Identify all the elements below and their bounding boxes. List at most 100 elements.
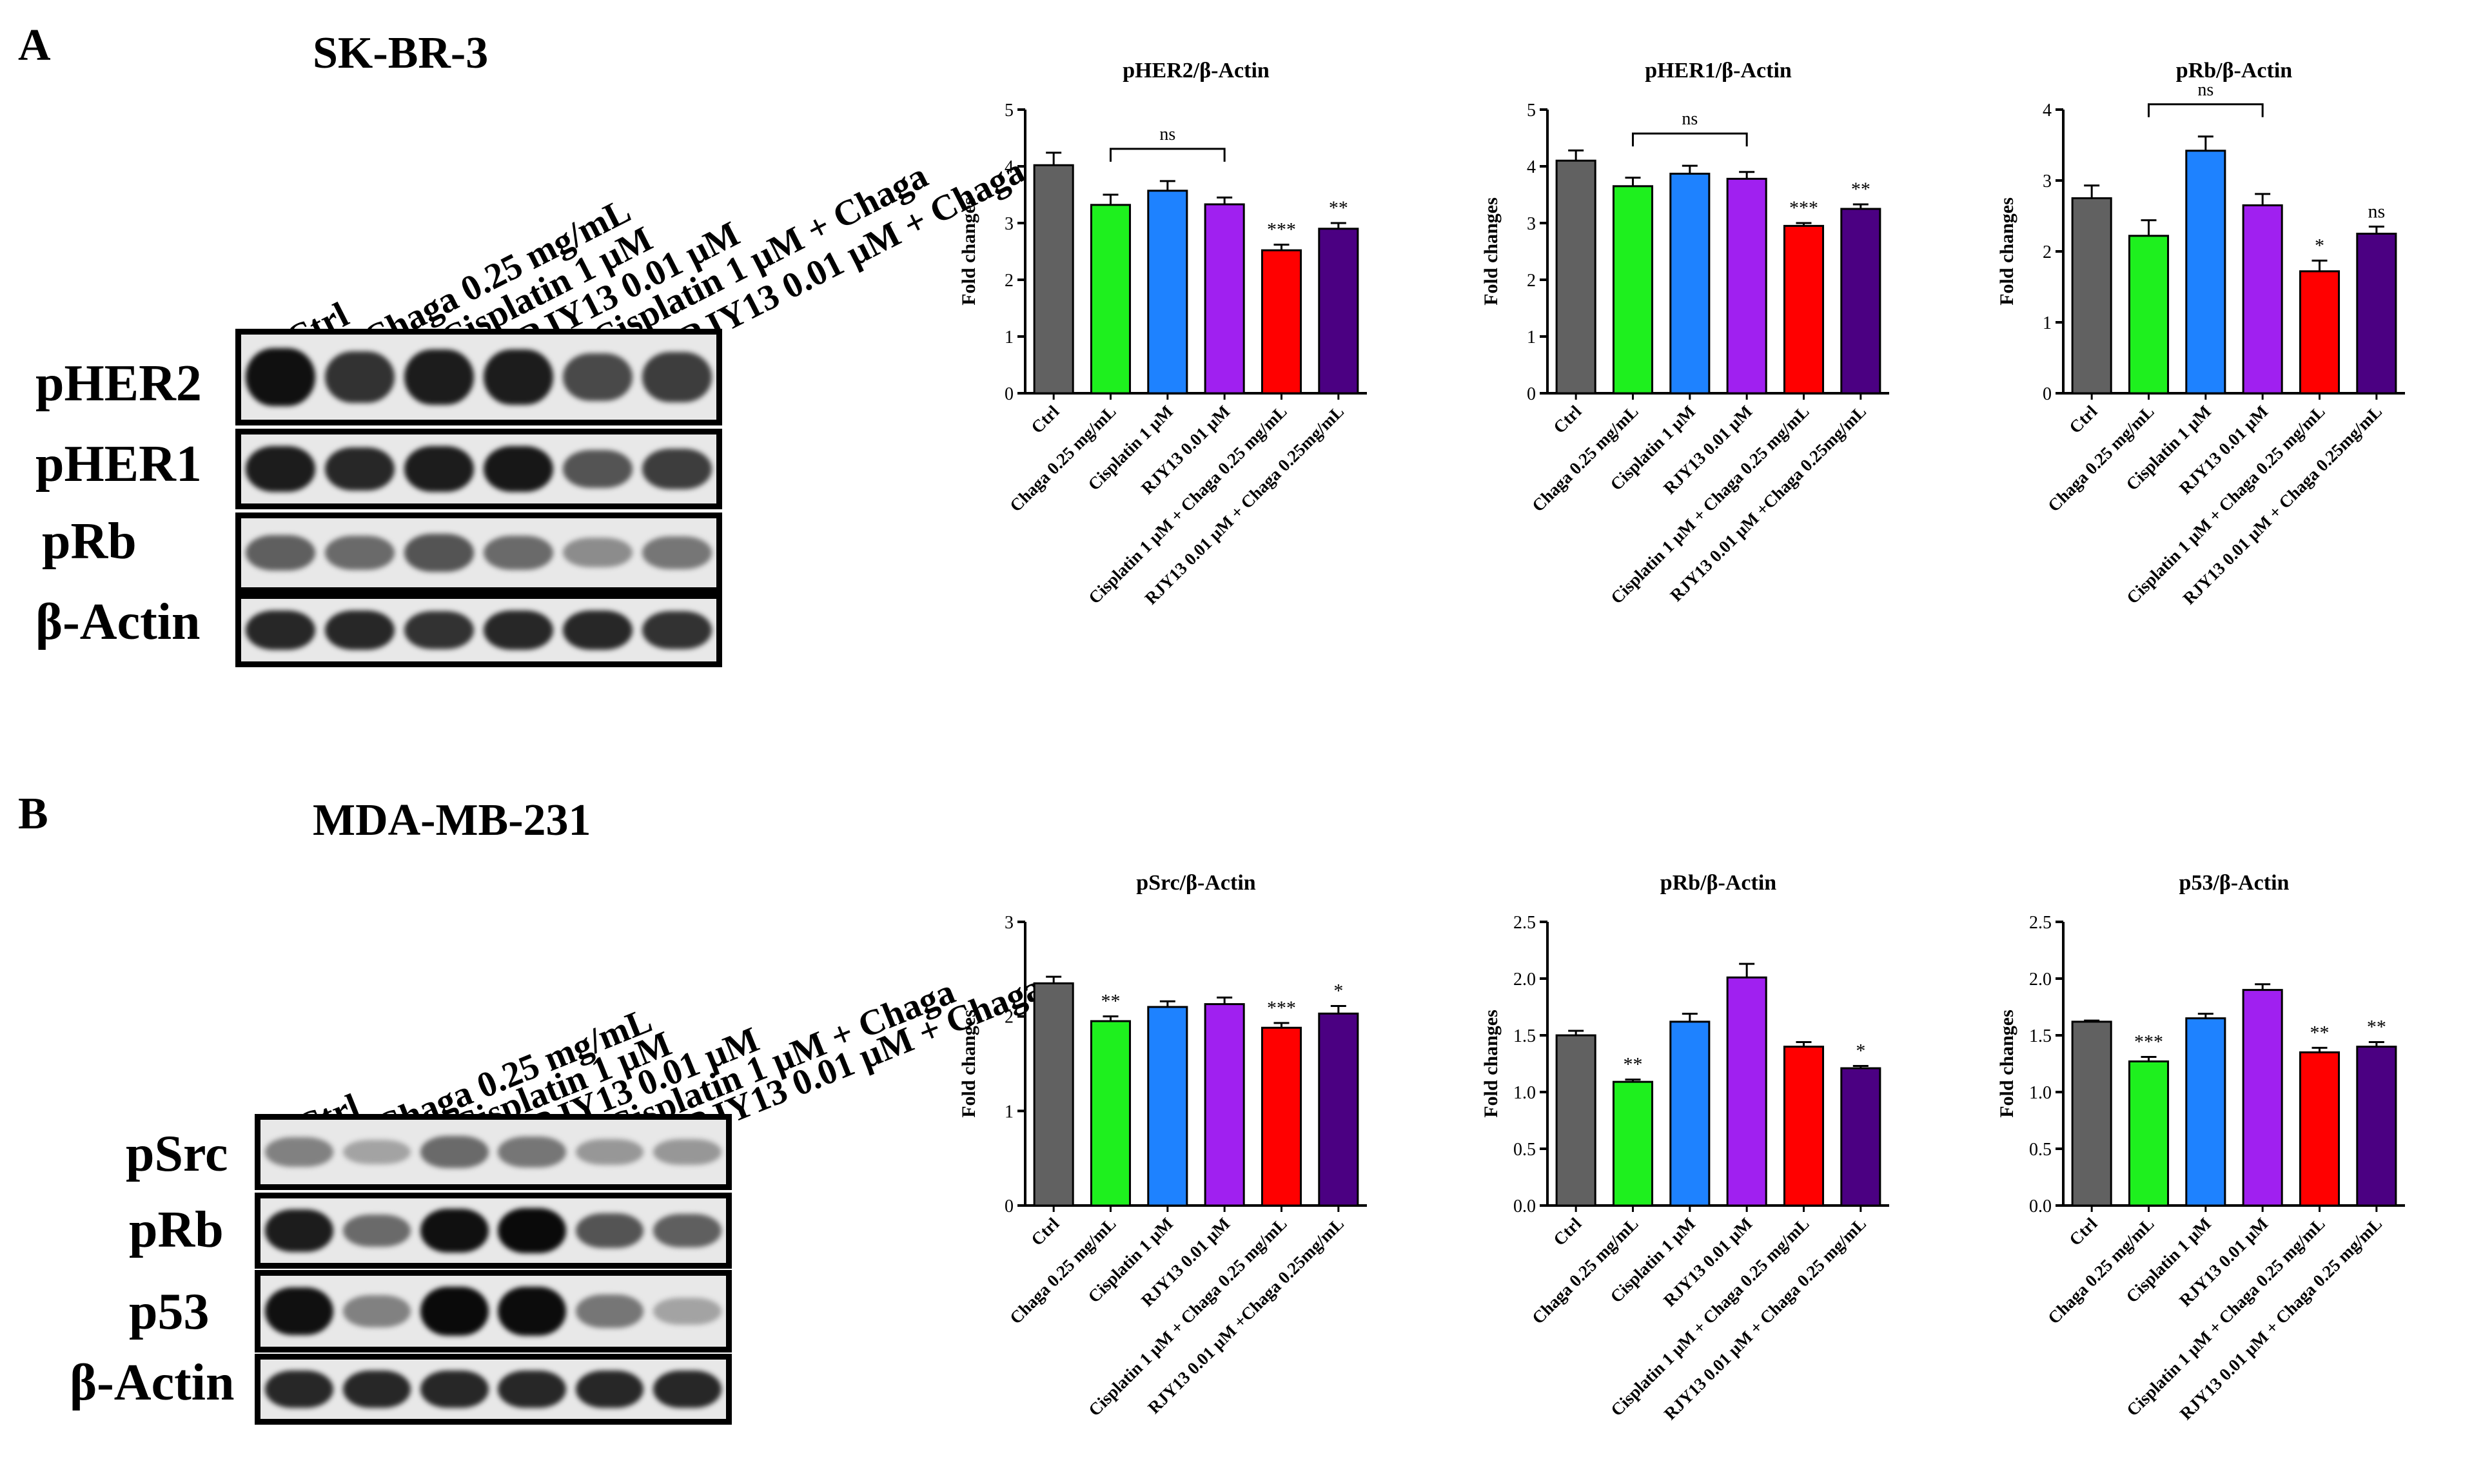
- significance-label: ***: [1267, 997, 1296, 1019]
- blot-band: [575, 1370, 644, 1409]
- x-tick-label: RJY13 0.01 µM + Chaga 0.25mg/mL: [1141, 402, 1348, 608]
- bar: [1204, 203, 1245, 395]
- y-tick-label: 1: [1527, 327, 1536, 347]
- significance-label: **: [1851, 179, 1870, 200]
- bar: [1783, 1046, 1825, 1207]
- blot-image: [255, 1193, 732, 1269]
- x-tick-label: RJY13 0.01 µM + Chaga 0.25 mg/mL: [2176, 1214, 2386, 1423]
- y-tick-label: 3: [1005, 913, 1014, 933]
- significance-label: **: [1329, 197, 1348, 219]
- blot-band: [246, 348, 316, 406]
- y-axis-label: Fold changes: [1996, 1010, 2017, 1118]
- blot-image: [255, 1354, 732, 1425]
- blot-band: [404, 349, 475, 405]
- blot-label: p53: [129, 1284, 210, 1340]
- chart-title: pSrc/β-Actin: [1136, 871, 1255, 895]
- blot-band: [483, 610, 553, 650]
- blot-band: [265, 1137, 334, 1167]
- blot-band: [342, 1139, 411, 1165]
- cell-line-title-a: SK-BR-3: [313, 28, 489, 78]
- y-tick-label: 3: [2043, 171, 2052, 191]
- blot-band: [265, 1370, 334, 1409]
- blot-band: [642, 536, 712, 569]
- blot-label: pRb: [42, 513, 137, 570]
- panel-letter-a: A: [18, 21, 51, 70]
- blot-image: [235, 513, 722, 593]
- bar: [1261, 1026, 1302, 1207]
- blot-band: [642, 449, 712, 489]
- y-tick-label: 1.5: [2029, 1026, 2052, 1046]
- y-tick-label: 2: [1005, 271, 1014, 291]
- significance-bracket: [1110, 148, 1226, 162]
- blot-band: [342, 1370, 411, 1409]
- significance-bracket: [1632, 132, 1748, 147]
- y-tick-label: 5: [1527, 101, 1536, 121]
- blot-band: [265, 1287, 334, 1336]
- chart-title: pHER1/β-Actin: [1645, 59, 1792, 83]
- x-tick-label: Ctrl: [1549, 402, 1585, 437]
- y-tick-label: 0: [1005, 384, 1014, 404]
- bar: [1555, 159, 1596, 395]
- x-tick-label: Chaga 0.25 mg/mL: [1528, 402, 1642, 516]
- blot-band: [653, 1297, 721, 1325]
- blot-band: [483, 535, 553, 571]
- bar-chart-pher1: pHER1/β-Actin Fold changes 0 1 2 3 4 5 CtrlChaga…: [1480, 59, 1889, 607]
- y-tick-label: 4: [2043, 101, 2052, 121]
- bar: [1726, 177, 1767, 395]
- y-tick-label: 2: [2043, 242, 2052, 262]
- bracket-label: ns: [2197, 80, 2213, 100]
- bracket-label: ns: [1682, 109, 1698, 129]
- blot-band: [562, 450, 633, 488]
- y-tick-label: 2: [1005, 1008, 1014, 1028]
- chart-title: p53/β-Actin: [2179, 871, 2290, 895]
- bar: [2242, 204, 2283, 395]
- blot-label: β-Actin: [70, 1354, 235, 1411]
- blot-band: [325, 535, 395, 571]
- y-tick-label: 1.0: [2029, 1083, 2052, 1103]
- blot-band: [265, 1209, 334, 1252]
- y-tick-label: 0.5: [2029, 1140, 2052, 1160]
- blot-band: [562, 538, 633, 568]
- bar-chart-prb-b: pRb/β-Actin Fold changes 0.0 0.5 1.0 1.5 2.0 2.…: [1480, 871, 1889, 1423]
- blot-band: [498, 1287, 567, 1336]
- y-tick-label: 2.5: [1513, 913, 1536, 933]
- y-tick-label: 5: [1005, 101, 1014, 121]
- blot-band: [575, 1294, 644, 1329]
- significance-label: ***: [1789, 197, 1818, 219]
- bar: [2299, 270, 2341, 395]
- bar: [1261, 249, 1302, 395]
- y-tick-label: 2.0: [1513, 970, 1536, 990]
- significance-label: *: [2315, 235, 2324, 256]
- bar: [2185, 1017, 2226, 1207]
- bar: [1147, 190, 1188, 395]
- significance-bracket: [2148, 103, 2264, 117]
- y-tick-label: 2.0: [2029, 970, 2052, 990]
- x-tick-label: Chaga 0.25 mg/mL: [2044, 402, 2158, 516]
- x-tick-label: Cisplatin 1 µM + Chaga 0.25 mg/mL: [1607, 1214, 1812, 1420]
- blot-band: [653, 1214, 721, 1247]
- blot-band: [420, 1370, 489, 1409]
- x-tick-label: Cisplatin 1 µM + Chaga 0.25 mg/mL: [2123, 402, 2328, 607]
- y-tick-label: 1.5: [1513, 1026, 1536, 1046]
- bar: [1669, 1020, 1711, 1207]
- x-tick-label: RJY13 0.01 µM + Chaga 0.25mg/mL: [2179, 402, 2386, 608]
- blot-label: pHER1: [35, 436, 202, 493]
- blot-band: [404, 610, 475, 650]
- blot-band: [420, 1136, 489, 1168]
- blot-image: [235, 593, 722, 667]
- x-tick-label: Ctrl: [2065, 1214, 2101, 1249]
- y-tick-label: 3: [1005, 214, 1014, 234]
- blot-band: [404, 534, 475, 572]
- blot-image: [255, 1270, 732, 1352]
- panel-letter-b: B: [18, 789, 48, 839]
- blot-band: [575, 1138, 644, 1166]
- blot-band: [483, 445, 553, 493]
- bar: [2356, 1046, 2397, 1207]
- y-tick-label: 0: [1005, 1196, 1014, 1216]
- blot-band: [342, 1215, 411, 1247]
- bar: [1033, 982, 1074, 1207]
- y-tick-label: 0: [1527, 384, 1536, 404]
- blot-band: [562, 610, 633, 650]
- x-tick-label: Ctrl: [1027, 402, 1063, 437]
- x-tick-label: Cisplatin 1 µM + Chaga 0.25 mg/mL: [2123, 1214, 2328, 1420]
